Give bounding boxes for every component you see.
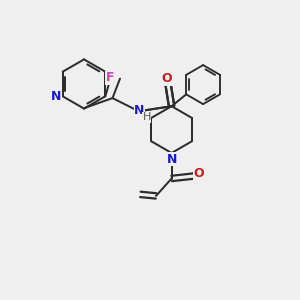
Text: H: H bbox=[142, 112, 151, 122]
Text: N: N bbox=[134, 104, 145, 117]
Text: F: F bbox=[106, 71, 114, 84]
Text: N: N bbox=[51, 90, 61, 103]
Text: N: N bbox=[167, 152, 177, 166]
Text: O: O bbox=[162, 72, 172, 85]
Text: O: O bbox=[162, 72, 172, 85]
Text: O: O bbox=[193, 167, 204, 180]
